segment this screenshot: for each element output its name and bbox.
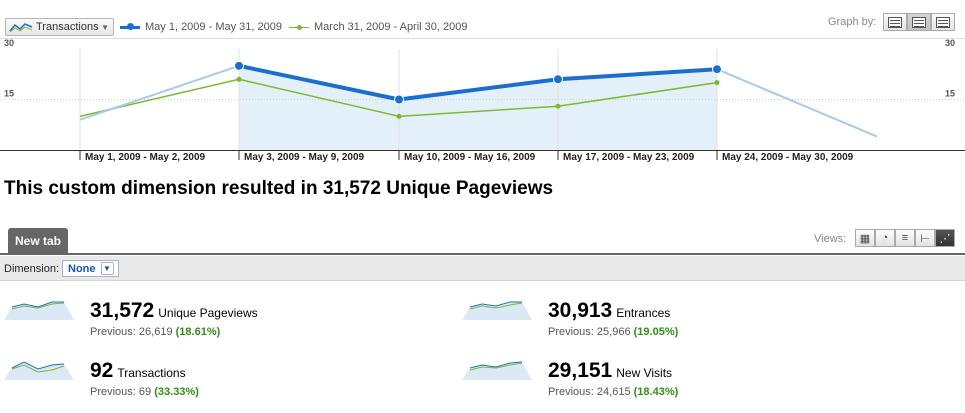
x-tick-label: May 3, 2009 - May 9, 2009 [244,152,365,163]
previous-label: Previous: [90,386,136,398]
metric-value: 30,913 [548,299,613,322]
metric-value-line: 31,572 Unique Pageviews [90,299,258,323]
metric-name: Unique Pageviews [158,306,258,320]
metric-value-line: 30,913 Entrances [548,299,670,323]
metric-select-label: Transactions [36,21,99,33]
legend-swatch-icon [120,23,140,31]
line-graph-icon [9,23,33,33]
graph-by-week-button[interactable] [907,13,931,31]
legend-item-previous: March 31, 2009 - April 30, 2009 [289,21,467,33]
previous-value: 26,619 [138,326,173,338]
y-tick-label-right: 15 [945,89,955,99]
graph-by-label: Graph by: [828,16,877,28]
previous-value: 24,615 [596,386,631,398]
data-point-current [712,64,722,75]
previous-label: Previous: [548,326,594,338]
series-line-current-partial [716,68,878,138]
dimension-label: Dimension: [4,263,60,275]
day-icon [888,16,902,28]
previous-value: 69 [138,386,152,398]
metric-name: New Visits [616,366,673,380]
dimension-select-value: None [68,262,96,275]
data-point-previous [714,80,720,86]
metric-value: 31,572 [90,299,155,322]
sparkline-icon [462,361,532,380]
chevron-down-icon: ▼ [100,262,114,275]
chart-toolbar: Transactions ▼ May 1, 2009 - May 31, 200… [0,0,965,38]
dimension-select[interactable]: None ▼ [62,260,119,277]
sparkline-icon [462,301,532,320]
metric-entrances: 30,913 Entrances Previous: 25,966 (19.05%… [462,299,862,349]
view-pivot-button[interactable]: ⋰ [935,229,955,247]
metric-previous: Previous: 25,966 (19.05%) [548,326,678,338]
data-point-current [394,94,404,105]
graph-by-buttons [883,13,955,31]
dimension-bar: Dimension: None ▼ [0,256,965,281]
metric-name: Transactions [117,366,186,380]
metric-value: 92 [90,359,114,382]
month-icon [936,16,950,28]
data-point-current [553,74,563,85]
metric-previous: Previous: 26,619 (18.61%) [90,326,220,338]
metric-select[interactable]: Transactions ▼ [5,18,114,36]
pivot-icon: ⋰ [939,232,951,245]
view-comparison-button[interactable]: ⊢ [915,229,935,247]
view-pie-button[interactable]: ◔ [875,229,895,247]
week-icon [912,16,926,28]
view-table-button[interactable]: ▦ [855,229,875,247]
comparison-icon: ⊢ [920,232,930,245]
x-tick-label: May 24, 2009 - May 30, 2009 [722,152,854,163]
metric-unique-pageviews: 31,572 Unique Pageviews Previous: 26,619 … [4,299,404,349]
views-label: Views: [814,233,847,245]
graph-by-day-button[interactable] [883,13,907,31]
change-percent: (18.61%) [175,326,221,338]
page-title: This custom dimension resulted in 31,572… [4,178,554,199]
x-tick-label: May 17, 2009 - May 23, 2009 [563,152,695,163]
x-tick-label: May 10, 2009 - May 16, 2009 [404,152,536,163]
bar-icon: ≡ [901,232,909,244]
legend-item-current: May 1, 2009 - May 31, 2009 [120,21,282,33]
previous-value: 25,966 [596,326,631,338]
metric-value-line: 92 Transactions [90,359,186,383]
data-point-previous [396,113,402,119]
metric-value-line: 29,151 New Visits [548,359,672,383]
chevron-down-icon: ▼ [101,23,109,32]
line-chart: 15 15 30 30 May 1, 2009 - May 2, 2009 May 3, … [0,38,965,166]
sparkline-icon [4,301,74,320]
previous-label: Previous: [548,386,594,398]
graph-by-month-button[interactable] [931,13,955,31]
area-fill [239,65,717,150]
series-line-current-partial [79,64,240,121]
change-percent: (18.43%) [633,386,679,398]
views-buttons: ▦ ◔ ≡ ⊢ ⋰ [855,229,955,247]
legend-label: March 31, 2009 - April 30, 2009 [314,21,468,33]
previous-label: Previous: [90,326,136,338]
data-point-previous [236,76,242,82]
y-tick-label-left: 30 [4,38,14,48]
metric-value: 29,151 [548,359,613,382]
series-line-current [238,63,718,102]
tab-bar: New tab Views: ▦ ◔ ≡ ⊢ ⋰ [0,228,965,255]
y-tick-label-right: 30 [945,38,955,48]
metric-new-visits: 29,151 New Visits Previous: 24,615 (18.43… [462,359,862,409]
metric-previous: Previous: 24,615 (18.43%) [548,386,678,398]
line-chart-svg: 15 15 30 30 May 1, 2009 - May 2, 2009 May 3, … [0,38,965,163]
sparkline-icon [4,361,74,380]
change-percent: (19.05%) [633,326,679,338]
tab-new-tab[interactable]: New tab [8,228,69,254]
legend-label: May 1, 2009 - May 31, 2009 [145,21,282,33]
data-point-current [234,60,244,71]
change-percent: (33.33%) [154,386,199,398]
metric-name: Entrances [616,306,671,320]
metric-transactions: 92 Transactions Previous: 69 (33.33%) [4,359,404,409]
x-tick-label: May 1, 2009 - May 2, 2009 [85,152,206,163]
pie-icon: ◔ [881,232,889,244]
view-bar-button[interactable]: ≡ [895,229,915,247]
metric-previous: Previous: 69 (33.33%) [90,386,199,398]
table-icon: ▦ [859,232,871,245]
y-tick-label-left: 15 [4,89,14,99]
legend-swatch-icon [289,23,309,31]
data-point-previous [555,103,561,109]
